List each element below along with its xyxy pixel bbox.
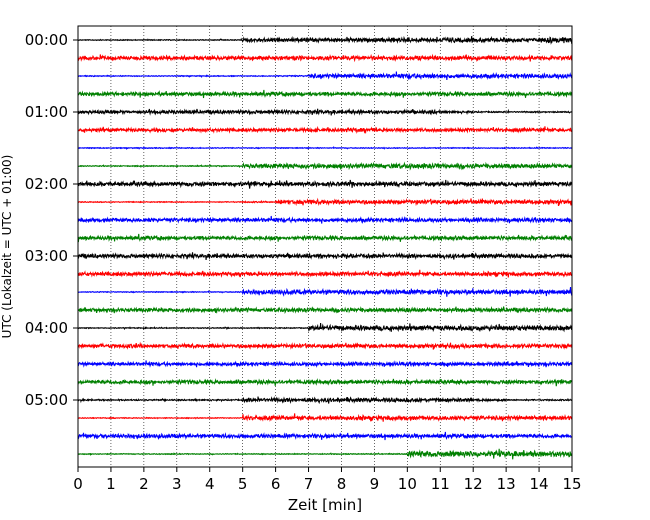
trace-0100 — [77, 107, 573, 116]
trace-0415 — [77, 341, 573, 350]
x-tick-label: 8 — [337, 475, 347, 493]
trace-0400 — [77, 323, 573, 333]
x-tick-label: 1 — [106, 475, 116, 493]
trace-0330 — [77, 286, 573, 297]
x-tick-label: 5 — [238, 475, 248, 493]
plot-frame — [77, 25, 573, 468]
x-axis-ticks: 0 1 2 3 4 5 6 7 8 9 10 11 12 13 14 15 — [73, 467, 582, 493]
x-tick-label: 7 — [304, 475, 314, 493]
trace-0015 — [77, 53, 573, 63]
x-tick-label: 10 — [398, 475, 417, 493]
x-tick-label: 6 — [271, 475, 281, 493]
trace-0300 — [77, 252, 573, 261]
trace-0315 — [77, 269, 573, 278]
trace-0230 — [77, 215, 573, 224]
x-axis-label: Zeit [min] — [288, 496, 362, 514]
x-tick-label: 11 — [431, 475, 450, 493]
trace-0130 — [77, 145, 573, 150]
x-tick-label: 15 — [562, 475, 581, 493]
x-tick-label: 12 — [464, 475, 483, 493]
x-tick-label: 14 — [530, 475, 549, 493]
x-tick-label: 4 — [205, 475, 215, 493]
y-tick-label: 00:00 — [25, 31, 68, 49]
x-tick-label: 0 — [73, 475, 83, 493]
x-tick-label: 3 — [172, 475, 182, 493]
trace-0545 — [77, 448, 573, 460]
trace-0345 — [77, 305, 573, 315]
y-tick-label: 03:00 — [25, 247, 68, 265]
trace-0200 — [77, 179, 573, 189]
y-axis-label: UTC (Lokalzeit = UTC + 01:00) — [0, 155, 14, 339]
trace-0000 — [77, 35, 573, 45]
trace-0045 — [77, 89, 573, 99]
trace-0515 — [77, 413, 573, 422]
y-tick-label: 04:00 — [25, 319, 68, 337]
trace-0245 — [77, 233, 573, 243]
trace-0500 — [77, 396, 573, 405]
trace-0115 — [77, 125, 573, 134]
x-tick-label: 9 — [370, 475, 380, 493]
trace-0445 — [77, 377, 573, 387]
seismic-traces — [77, 35, 573, 460]
trace-0030 — [77, 71, 573, 81]
y-tick-label: 05:00 — [25, 391, 68, 409]
y-tick-label: 02:00 — [25, 175, 68, 193]
trace-0430 — [77, 360, 573, 368]
x-tick-label: 2 — [139, 475, 149, 493]
trace-0530 — [77, 431, 573, 441]
y-axis-ticks: 00:00 01:00 02:00 03:00 04:00 05:00 — [25, 31, 78, 409]
trace-0145 — [77, 161, 573, 171]
y-tick-label: 01:00 — [25, 103, 68, 121]
trace-0215 — [77, 197, 573, 207]
x-tick-label: 13 — [497, 475, 516, 493]
